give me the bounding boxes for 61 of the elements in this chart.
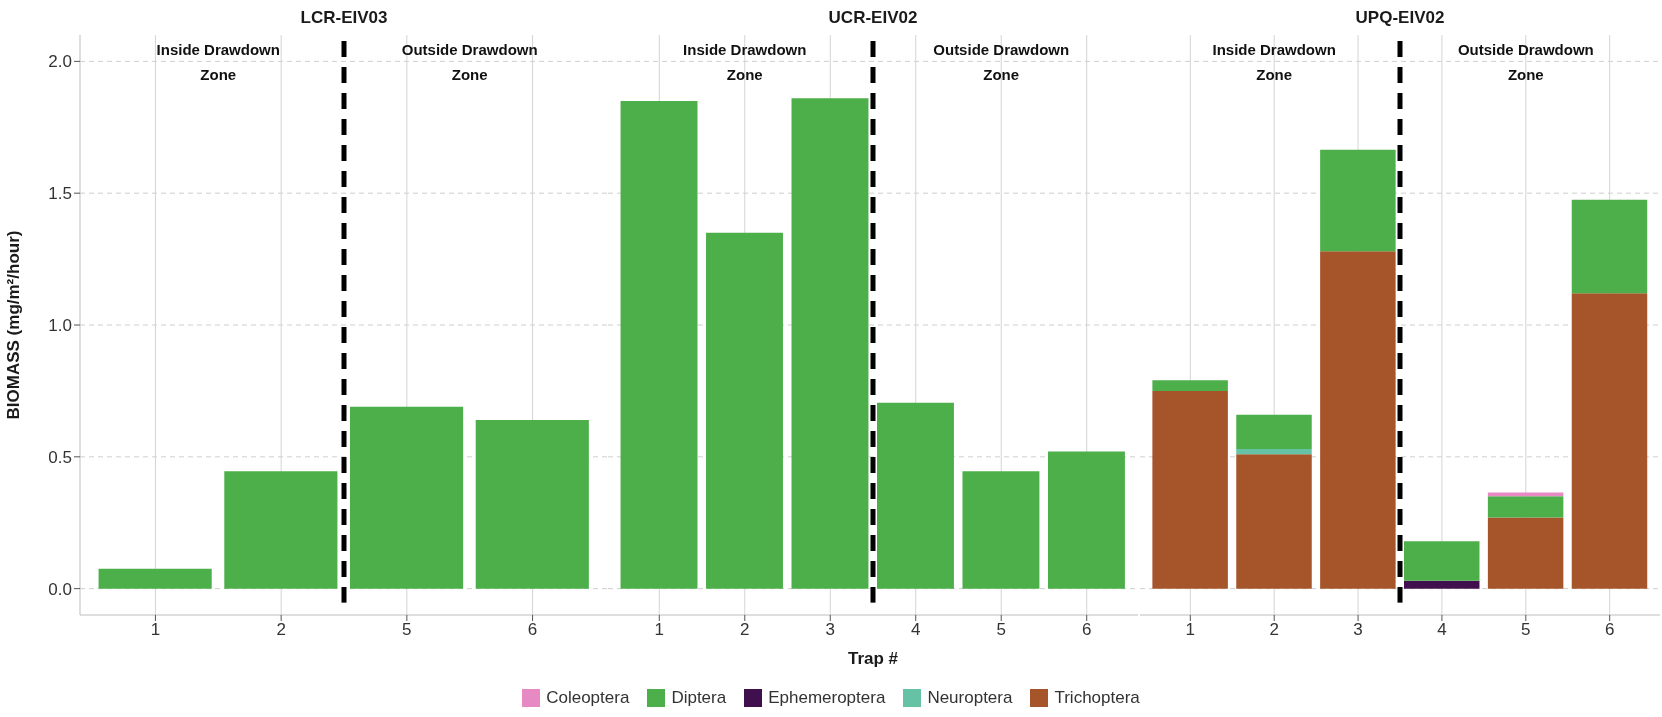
legend-label: Trichoptera — [1053, 688, 1140, 708]
bar — [1571, 199, 1648, 294]
y-tick-label: 2.0 — [48, 52, 72, 72]
chart-title: UCR-EIV02 — [827, 8, 919, 28]
x-tick-label: 1 — [150, 620, 161, 640]
x-axis-title: Trap # — [846, 649, 900, 669]
bar — [1487, 517, 1564, 589]
bar — [1487, 492, 1564, 497]
chart-title: LCR-EIV03 — [299, 8, 389, 28]
x-tick-label: 6 — [1604, 620, 1615, 640]
x-tick-label: 4 — [1437, 620, 1447, 640]
x-tick-label: 6 — [1081, 620, 1092, 640]
bar — [1236, 414, 1312, 449]
bar — [224, 471, 338, 589]
bar — [1152, 390, 1228, 589]
bar — [1571, 293, 1648, 589]
chart-title: UPQ-EIV02 — [1354, 8, 1446, 28]
x-tick-label: 2 — [1269, 620, 1279, 640]
bar — [1487, 496, 1564, 518]
x-tick-label: 6 — [527, 620, 538, 640]
x-tick-label: 5 — [402, 620, 412, 640]
bar — [350, 406, 464, 589]
legend-label: Neuroptera — [926, 688, 1013, 708]
bar — [706, 232, 783, 589]
bar — [1236, 454, 1312, 589]
x-tick-label: 5 — [1521, 620, 1531, 640]
annotation: Outside Drawdown Zone — [932, 40, 1071, 85]
x-tick-label: 4 — [911, 620, 921, 640]
legend-label: Coleoptera — [545, 688, 630, 708]
y-tick-label: 1.5 — [48, 184, 72, 204]
bar — [620, 100, 698, 589]
annotation: Outside Drawdown Zone — [1456, 40, 1595, 85]
bar — [1320, 251, 1396, 589]
x-tick-label: 1 — [654, 620, 665, 640]
bar — [1404, 541, 1480, 581]
bar — [1047, 451, 1125, 589]
bar — [962, 471, 1040, 589]
bar — [475, 419, 589, 589]
annotation: Inside Drawdown Zone — [682, 40, 808, 85]
bar — [1152, 380, 1228, 391]
legend-label: Ephemeroptera — [767, 688, 886, 708]
x-tick-label: 2 — [740, 620, 750, 640]
x-tick-label: 5 — [996, 620, 1006, 640]
bar — [98, 568, 212, 589]
bar — [1404, 580, 1480, 589]
annotation: Inside Drawdown Zone — [1211, 40, 1337, 85]
y-tick-label: 1.0 — [48, 316, 72, 336]
bar — [877, 402, 954, 589]
annotation: Outside Drawdown Zone — [400, 40, 539, 85]
annotation: Inside Drawdown Zone — [155, 40, 281, 85]
x-tick-label: 2 — [276, 620, 286, 640]
y-axis-title: BIOMASS (mg/m²/hour) — [4, 230, 24, 420]
bar — [1320, 149, 1396, 252]
bar — [791, 98, 869, 589]
legend-label: Diptera — [670, 688, 727, 708]
bar — [1236, 448, 1312, 455]
x-tick-label: 3 — [1353, 620, 1363, 640]
x-tick-label: 3 — [825, 620, 835, 640]
y-tick-label: 0.5 — [48, 447, 72, 467]
y-tick-label: 0.0 — [48, 579, 72, 599]
x-tick-label: 1 — [1185, 620, 1196, 640]
